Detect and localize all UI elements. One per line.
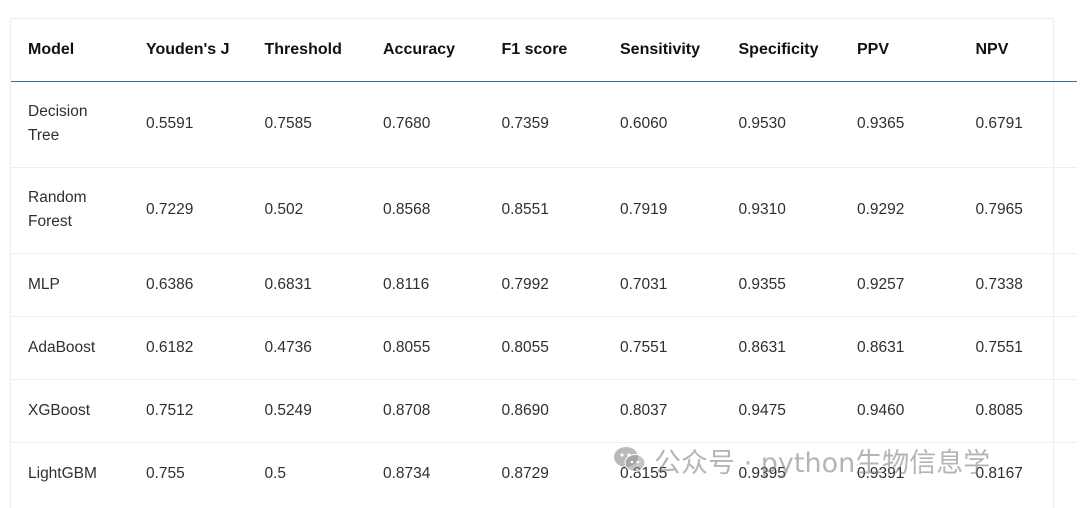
- specificity-cell: 0.9475: [721, 379, 840, 443]
- specificity-cell: 0.8631: [721, 316, 840, 380]
- model-name-cell: XGBoost: [11, 379, 129, 443]
- npv-cell: 0.7338: [958, 253, 1077, 317]
- header-threshold: Threshold: [247, 19, 366, 82]
- header-model: Model: [11, 19, 129, 82]
- ppv-cell: 0.9292: [840, 167, 959, 254]
- npv-cell: 0.6791: [958, 81, 1077, 168]
- youden-cell: 0.6386: [129, 253, 248, 317]
- youden-cell: 0.7512: [129, 379, 248, 443]
- accuracy-cell: 0.7680: [366, 81, 485, 168]
- specificity-cell: 0.9310: [721, 167, 840, 254]
- specificity-cell: 0.9355: [721, 253, 840, 317]
- model-metrics-table: Model Youden's J Threshold Accuracy F1 s…: [11, 19, 1077, 505]
- npv-cell: 0.8085: [958, 379, 1077, 443]
- sensitivity-cell: 0.8155: [620, 464, 668, 482]
- threshold-cell: 0.502: [247, 167, 366, 254]
- f1-cell: 0.8055: [484, 316, 603, 380]
- youden-cell: 0.7229: [129, 167, 248, 254]
- npv-cell: 0.7551: [958, 316, 1077, 380]
- model-name-cell: MLP: [11, 253, 129, 317]
- ppv-cell: 0.9257: [840, 253, 959, 317]
- header-youden: Youden's J: [129, 19, 248, 82]
- table-row: MLP 0.6386 0.6831 0.8116 0.7992 0.7031 0…: [11, 253, 1077, 317]
- model-name-cell: LightGBM: [28, 464, 97, 482]
- header-specificity: Specificity: [721, 19, 840, 82]
- threshold-cell: 0.4736: [247, 316, 366, 380]
- table-row: AdaBoost 0.6182 0.4736 0.8055 0.8055 0.7…: [11, 316, 1077, 380]
- ppv-cell: 0.9391: [857, 464, 905, 482]
- header-f1: F1 score: [484, 19, 603, 82]
- header-ppv: PPV: [840, 19, 959, 82]
- header-sensitivity: Sensitivity: [603, 19, 722, 82]
- table-row: LightGBM 0.755 0.5 0.8734 0.8729 0.8155 …: [11, 442, 1077, 505]
- f1-cell: 0.7992: [484, 253, 603, 317]
- threshold-cell: 0.6831: [247, 253, 366, 317]
- table-row: XGBoost 0.7512 0.5249 0.8708 0.8690 0.80…: [11, 379, 1077, 443]
- ppv-cell: 0.9460: [840, 379, 959, 443]
- header-accuracy: Accuracy: [366, 19, 485, 82]
- npv-cell: 0.8167: [975, 464, 1023, 482]
- sensitivity-cell: 0.7919: [603, 167, 722, 254]
- table-row: Decision Tree 0.5591 0.7585 0.7680 0.735…: [11, 81, 1077, 168]
- table-header-row: Model Youden's J Threshold Accuracy F1 s…: [11, 19, 1077, 82]
- npv-cell: 0.7965: [958, 167, 1077, 254]
- threshold-cell: 0.5249: [247, 379, 366, 443]
- accuracy-cell: 0.8116: [366, 253, 485, 317]
- f1-cell: 0.8551: [484, 167, 603, 254]
- sensitivity-cell: 0.8037: [603, 379, 722, 443]
- model-name-cell: Random Forest: [11, 167, 129, 254]
- youden-cell: 0.6182: [129, 316, 248, 380]
- specificity-cell: 0.9530: [721, 81, 840, 168]
- accuracy-cell: 0.8568: [366, 167, 485, 254]
- accuracy-cell: 0.8708: [366, 379, 485, 443]
- model-name-cell: AdaBoost: [11, 316, 129, 380]
- f1-cell: 0.8729: [501, 464, 549, 482]
- youden-cell: 0.5591: [129, 81, 248, 168]
- accuracy-cell: 0.8055: [366, 316, 485, 380]
- ppv-cell: 0.8631: [840, 316, 959, 380]
- youden-cell: 0.755: [146, 464, 185, 482]
- ppv-cell: 0.9365: [840, 81, 959, 168]
- header-npv: NPV: [958, 19, 1077, 82]
- threshold-cell: 0.5: [264, 464, 287, 482]
- sensitivity-cell: 0.6060: [603, 81, 722, 168]
- threshold-cell: 0.7585: [247, 81, 366, 168]
- sensitivity-cell: 0.7031: [603, 253, 722, 317]
- sensitivity-cell: 0.7551: [603, 316, 722, 380]
- f1-cell: 0.8690: [484, 379, 603, 443]
- f1-cell: 0.7359: [484, 81, 603, 168]
- table-row: Random Forest 0.7229 0.502 0.8568 0.8551…: [11, 167, 1077, 254]
- accuracy-cell: 0.8734: [383, 464, 431, 482]
- model-name-cell: Decision Tree: [11, 81, 129, 168]
- specificity-cell: 0.9395: [738, 464, 786, 482]
- results-table-card: Model Youden's J Threshold Accuracy F1 s…: [10, 18, 1077, 508]
